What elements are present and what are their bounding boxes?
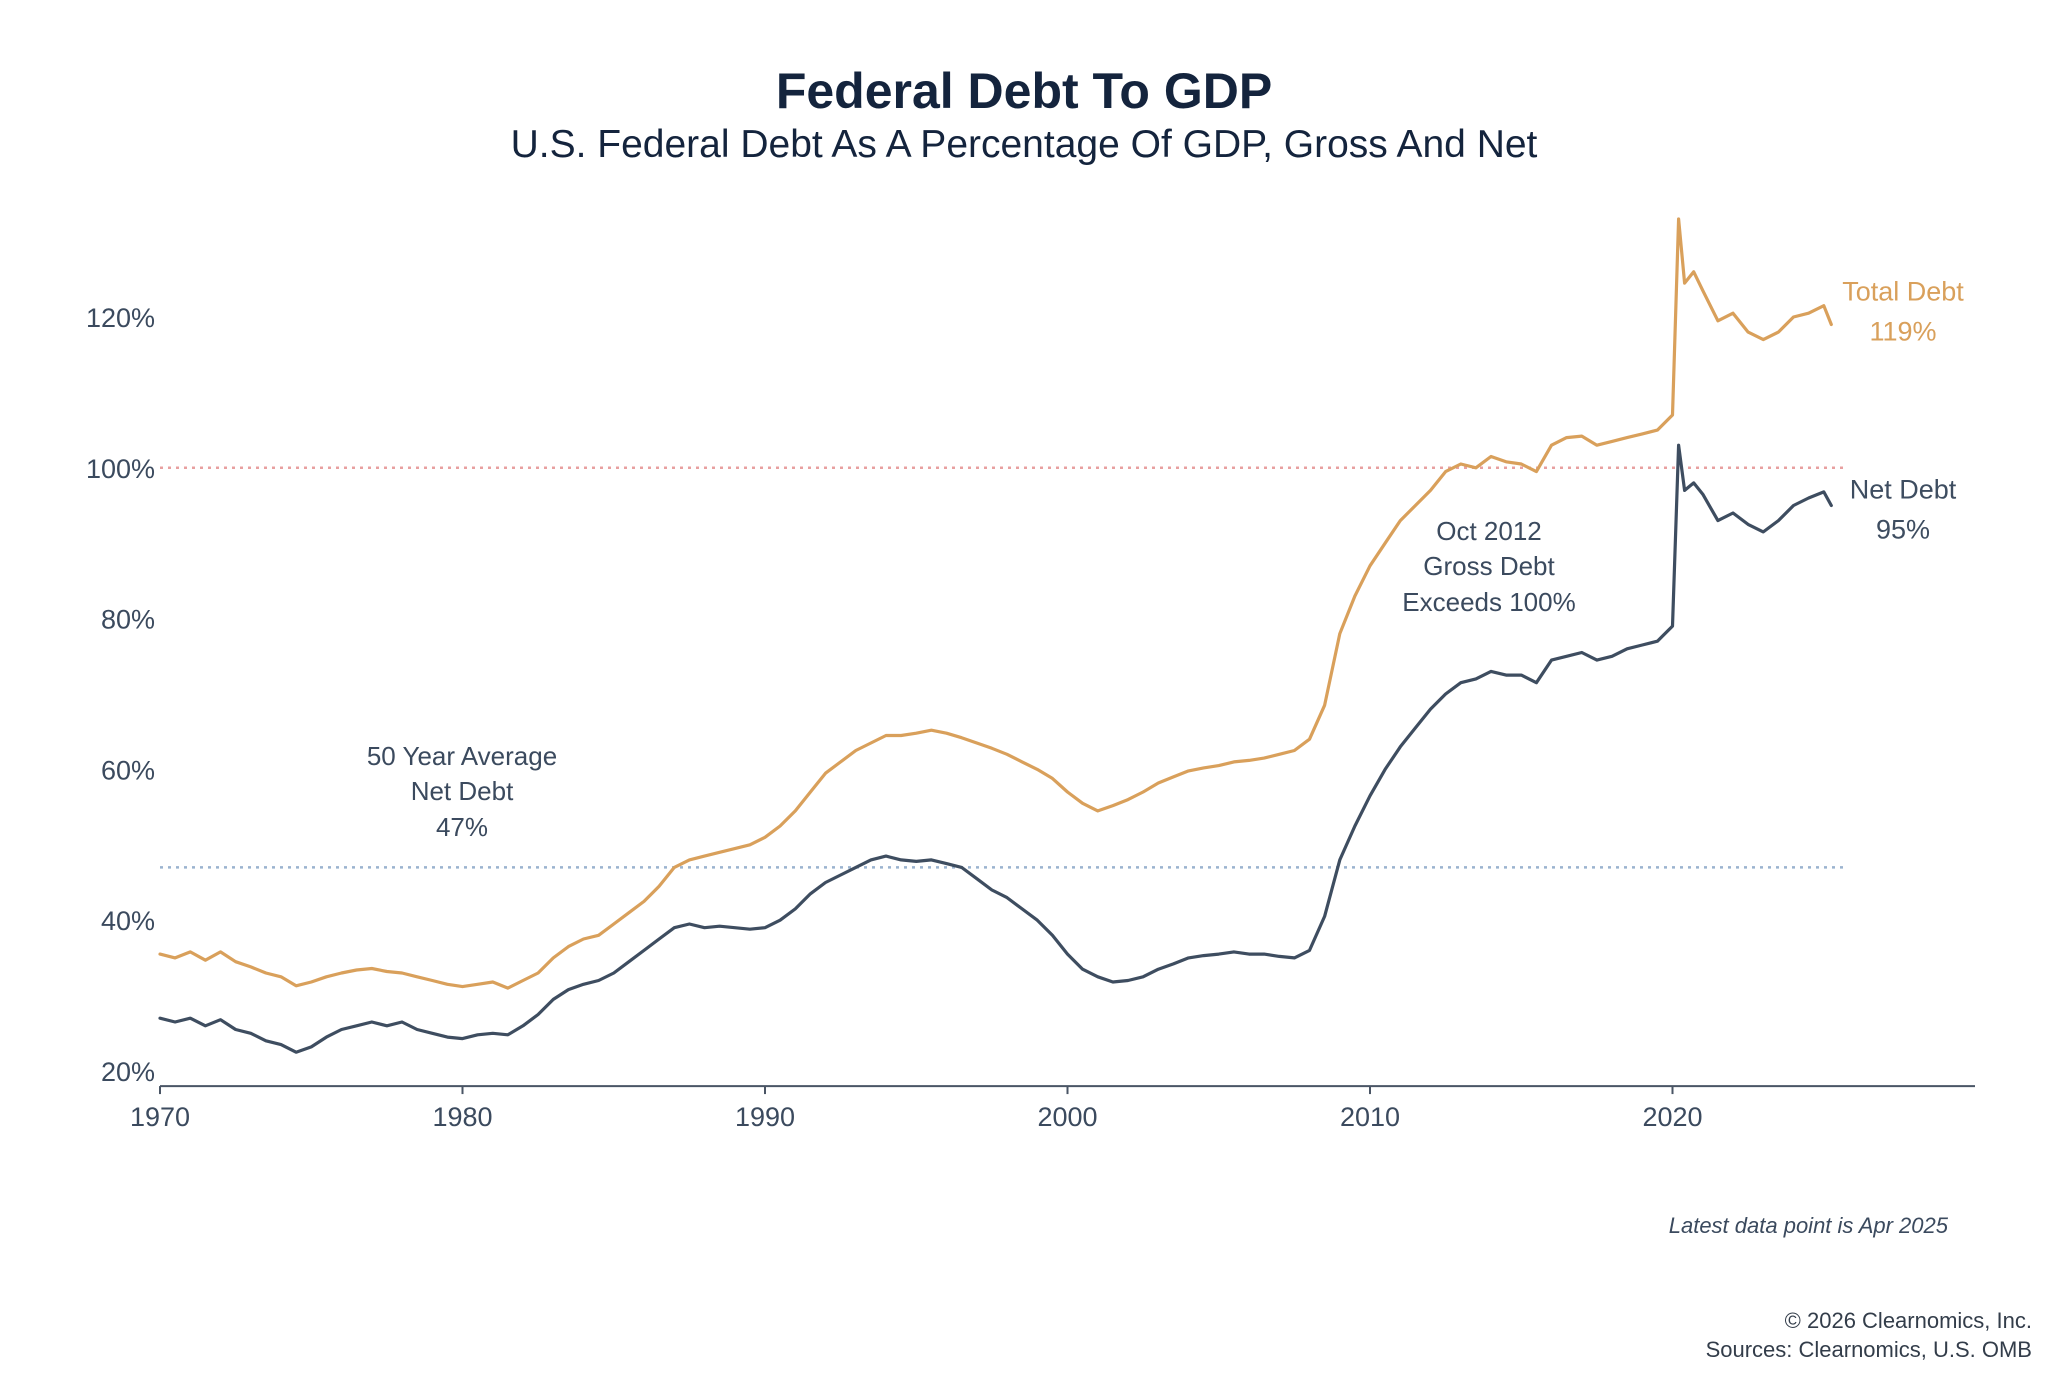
total-debt-line (158, 217, 1833, 990)
x-tick-label: 1990 (735, 1102, 795, 1132)
annotation-line: Gross Debt (1423, 551, 1555, 581)
series-lines (158, 217, 1833, 1054)
sources-text: Sources: Clearnomics, U.S. OMB (1706, 1337, 2032, 1362)
total-debt-label: Total Debt (1842, 277, 1964, 307)
net-debt-line (158, 443, 1833, 1054)
y-tick-label: 120% (86, 303, 155, 333)
x-tick-label: 1970 (130, 1102, 190, 1132)
net-debt-label: Net Debt (1850, 475, 1957, 505)
chart-subtitle: U.S. Federal Debt As A Percentage Of GDP… (511, 123, 1538, 166)
x-tick-label: 2010 (1340, 1102, 1400, 1132)
x-tick-label: 1980 (432, 1102, 492, 1132)
annotation-line: 47% (436, 812, 488, 842)
annotation-line: Net Debt (411, 776, 514, 806)
y-tick-label: 100% (86, 454, 155, 484)
series-end-labels: Total Debt 119% Net Debt 95% (1842, 277, 1964, 545)
net-debt-average-annotation: 50 Year Average Net Debt 47% (367, 741, 557, 842)
reference-lines (160, 466, 1848, 869)
net-debt-value-label: 95% (1876, 515, 1930, 545)
chart-title: Federal Debt To GDP (776, 63, 1272, 119)
y-tick-label: 20% (101, 1057, 155, 1087)
y-axis-ticks: 20% 40% 60% 80% 100% 120% (86, 303, 155, 1087)
oct-2012-annotation: Oct 2012 Gross Debt Exceeds 100% (1402, 516, 1575, 617)
y-tick-label: 80% (101, 605, 155, 635)
y-tick-label: 60% (101, 755, 155, 785)
annotation-line: Oct 2012 (1436, 516, 1542, 546)
x-tick-label: 2000 (1037, 1102, 1097, 1132)
annotation-line: 50 Year Average (367, 741, 557, 771)
y-tick-label: 40% (101, 906, 155, 936)
x-tick-label: 2020 (1642, 1102, 1702, 1132)
total-debt-value-label: 119% (1869, 317, 1936, 347)
annotation-line: Exceeds 100% (1402, 587, 1575, 617)
latest-data-note: Latest data point is Apr 2025 (1669, 1213, 1949, 1238)
x-axis: 1970 1980 1990 2000 2010 2020 (130, 1085, 1975, 1132)
copyright-text: © 2026 Clearnomics, Inc. (1785, 1308, 2032, 1333)
